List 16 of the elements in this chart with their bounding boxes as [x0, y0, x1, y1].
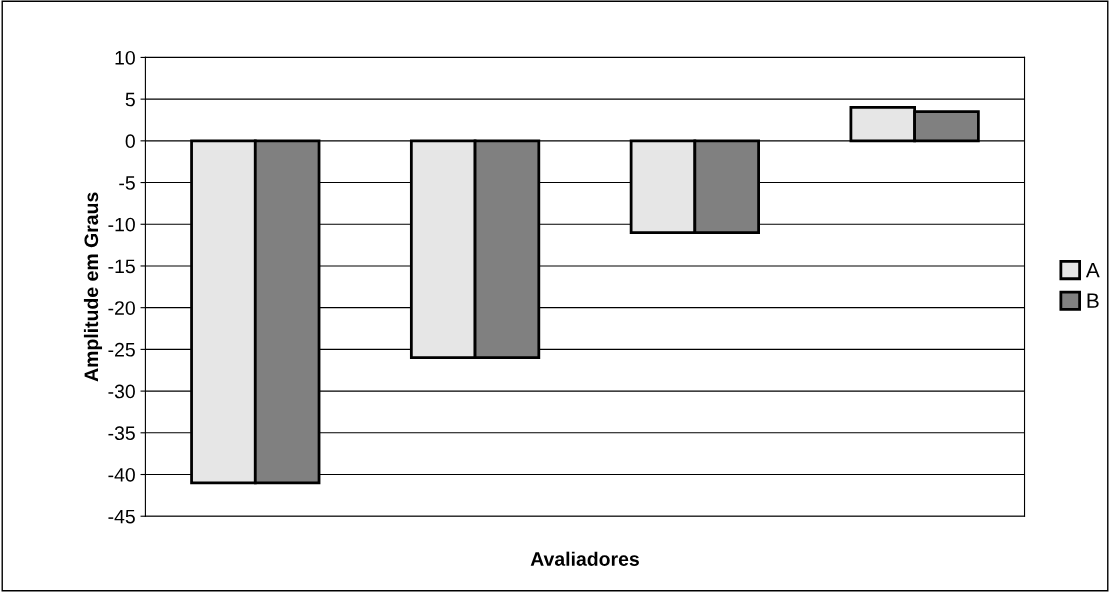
y-tick-label: -35 — [108, 426, 135, 441]
y-tick-label: -25 — [108, 342, 135, 357]
y-tick-label: -45 — [108, 509, 135, 524]
y-tick-label: -10 — [108, 217, 135, 232]
y-tick-label: 5 — [125, 92, 135, 107]
y-axis-title: Amplitude em Graus — [83, 192, 103, 382]
legend-label: B — [1087, 293, 1099, 308]
y-tick-label: -40 — [108, 467, 135, 482]
y-tick-label: -30 — [108, 384, 135, 399]
y-tick-label: -5 — [119, 176, 135, 190]
y-tick-label: 0 — [125, 134, 135, 149]
legend-label: A — [1085, 262, 1100, 278]
x-axis-title: Avaliadores — [530, 551, 639, 566]
y-tick-label: -15 — [108, 259, 135, 274]
y-tick-label: -20 — [108, 301, 135, 315]
y-tick-label: 10 — [115, 50, 135, 65]
